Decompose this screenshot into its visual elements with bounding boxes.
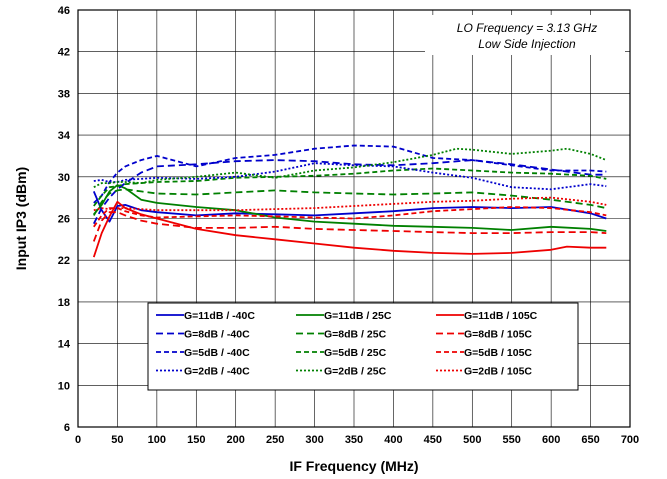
series-line xyxy=(93,188,607,216)
series-line xyxy=(93,162,607,191)
x-tick-label: 300 xyxy=(305,434,323,446)
series-line xyxy=(93,184,607,232)
annotation-line-1: LO Frequency = 3.13 GHz xyxy=(457,21,597,35)
y-tick-label: 42 xyxy=(58,47,70,59)
series-line xyxy=(92,200,607,258)
legend-entry-label: G=5dB / 25C xyxy=(324,347,387,359)
legend-entry-label: G=8dB / 25C xyxy=(324,329,387,341)
x-tick-label: 250 xyxy=(266,434,284,446)
y-tick-label: 38 xyxy=(58,88,70,100)
legend-entry-label: G=5dB / -40C xyxy=(184,347,250,359)
y-tick-label: 18 xyxy=(58,297,70,309)
series-layer xyxy=(92,144,607,258)
x-tick-label: 600 xyxy=(542,434,560,446)
x-tick-label: 500 xyxy=(463,434,481,446)
series-line xyxy=(92,159,607,225)
legend-entry-label: G=2dB / 105C xyxy=(464,366,532,378)
y-tick-label: 46 xyxy=(58,5,70,17)
series-line xyxy=(93,144,607,204)
y-tick-labels: 6 10 14 18 22 26 30 34 38 42 46 xyxy=(58,5,71,434)
series-line xyxy=(92,211,607,242)
y-tick-label: 10 xyxy=(58,380,70,392)
x-tick-label: 700 xyxy=(621,434,639,446)
legend-entry-label: G=8dB / -40C xyxy=(184,329,250,341)
legend-entry-label: G=2dB / 25C xyxy=(324,366,387,378)
x-tick-label: 100 xyxy=(148,434,166,446)
annotation-box: LO Frequency = 3.13 GHz Low Side Injecti… xyxy=(425,15,625,55)
series-line xyxy=(93,167,607,207)
x-tick-labels: 0 50 100 150 200 250 300 350 400 450 500 550 600 650 7… xyxy=(75,434,639,446)
x-tick-label: 200 xyxy=(227,434,245,446)
plot-frame xyxy=(77,9,631,428)
y-tick-label: 6 xyxy=(64,422,70,434)
legend: G=11dB / -40C G=11dB / 25C G=11dB / 105C G=… xyxy=(147,302,579,391)
legend-entry-label: G=11dB / 105C xyxy=(464,310,538,322)
y-tick-label: 34 xyxy=(58,130,71,142)
series-line xyxy=(93,196,607,212)
legend-entry-label: G=5dB / 105C xyxy=(464,347,532,359)
legend-entry-label: G=8dB / 105C xyxy=(464,329,532,341)
x-tick-label: 400 xyxy=(384,434,402,446)
legend-entry-label: G=11dB / 25C xyxy=(324,310,392,322)
y-tick-label: 22 xyxy=(58,255,70,267)
legend-box xyxy=(147,302,579,391)
x-tick-label: 150 xyxy=(187,434,205,446)
series-line xyxy=(92,191,607,223)
y-axis-label: Input IP3 (dBm) xyxy=(13,167,29,270)
x-tick-label: 650 xyxy=(581,434,599,446)
series-line xyxy=(93,147,607,188)
x-tick-label: 350 xyxy=(345,434,363,446)
y-tick-label: 26 xyxy=(58,214,70,226)
x-axis-label: IF Frequency (MHz) xyxy=(289,458,418,474)
x-tick-label: 50 xyxy=(111,434,123,446)
annotation-line-2: Low Side Injection xyxy=(478,37,576,51)
x-tick-label: 450 xyxy=(424,434,442,446)
legend-entry-label: G=2dB / -40C xyxy=(184,366,250,378)
y-tick-label: 30 xyxy=(58,172,70,184)
y-tick-label: 14 xyxy=(58,339,71,351)
x-tick-label: 0 xyxy=(75,434,81,446)
x-tick-label: 550 xyxy=(503,434,521,446)
legend-entry-label: G=11dB / -40C xyxy=(184,310,255,322)
